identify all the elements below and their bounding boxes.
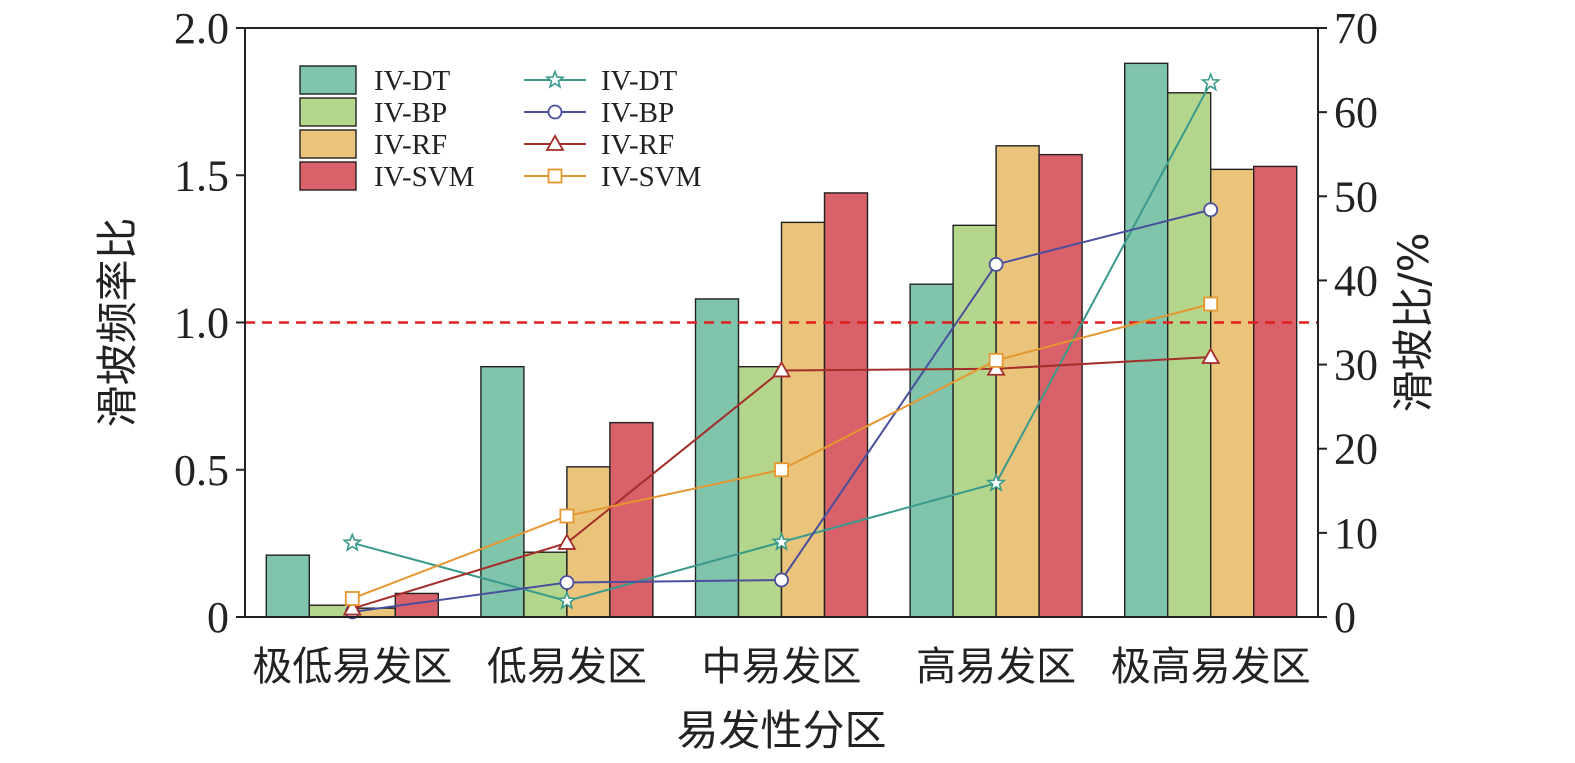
bar-iv-rf-3 bbox=[780, 221, 826, 618]
legend-label: IV-DT bbox=[374, 65, 451, 97]
bar-iv-svm-4 bbox=[1038, 153, 1083, 618]
bar-iv-dt-2 bbox=[480, 365, 525, 618]
legend-marker-iv-bp bbox=[547, 104, 563, 120]
bar-iv-svm-3 bbox=[823, 192, 869, 618]
point-iv-bp-3 bbox=[774, 572, 789, 588]
point-iv-bp-5 bbox=[1203, 202, 1219, 218]
point-iv-dt-1 bbox=[342, 532, 363, 552]
right-tick-label: 50 bbox=[1334, 172, 1378, 221]
legend-label: IV-RF bbox=[601, 129, 674, 161]
point-iv-svm-1 bbox=[344, 591, 360, 606]
right-tick-label: 0 bbox=[1334, 593, 1356, 642]
bar-iv-svm-5 bbox=[1252, 165, 1298, 618]
point-iv-dt-2 bbox=[556, 590, 578, 610]
left-tick-label: 0 bbox=[207, 593, 229, 642]
point-iv-svm-2 bbox=[559, 508, 575, 524]
legend-label: IV-BP bbox=[374, 97, 447, 129]
point-iv-bp-2 bbox=[559, 575, 575, 590]
point-iv-dt-4 bbox=[985, 472, 1007, 492]
point-iv-rf-4 bbox=[986, 358, 1006, 376]
legend-marker-iv-svm bbox=[547, 168, 563, 184]
category-label: 低易发区 bbox=[487, 644, 647, 690]
point-iv-bp-4 bbox=[988, 257, 1004, 272]
category-labels: 极低易发区 低易发区 中易发区 高易发区 极高易发区 bbox=[252, 644, 1310, 690]
point-iv-svm-4 bbox=[988, 352, 1004, 368]
left-tick-label: 0.5 bbox=[174, 446, 229, 495]
legend-marker-iv-dt bbox=[544, 69, 566, 89]
legend-swatch-iv-rf bbox=[299, 129, 357, 159]
bar-iv-dt-1 bbox=[265, 554, 310, 618]
bar-iv-rf-5 bbox=[1209, 168, 1255, 618]
point-iv-rf-1 bbox=[342, 598, 362, 616]
legend-label: IV-DT bbox=[601, 65, 678, 97]
point-iv-dt-3 bbox=[771, 531, 792, 551]
bars-layer bbox=[265, 62, 1298, 618]
left-tick-label: 1.5 bbox=[174, 151, 229, 200]
category-label: 极高易发区 bbox=[1111, 644, 1311, 690]
bar-iv-dt-4 bbox=[909, 283, 954, 618]
point-iv-rf-3 bbox=[771, 360, 792, 378]
legend-label: IV-SVM bbox=[601, 161, 701, 193]
right-tick-label: 20 bbox=[1334, 425, 1378, 474]
x-axis-title: 易发性分区 bbox=[676, 706, 886, 755]
legend-marker-iv-rf bbox=[545, 134, 565, 151]
point-iv-rf-2 bbox=[557, 533, 577, 550]
bar-iv-rf-4 bbox=[995, 145, 1040, 618]
legend-swatch-iv-bp bbox=[299, 97, 357, 127]
point-iv-svm-3 bbox=[774, 462, 789, 478]
bar-iv-svm-2 bbox=[609, 421, 654, 618]
right-tick-label: 70 bbox=[1334, 4, 1378, 53]
legend-swatch-iv-dt bbox=[299, 65, 357, 95]
right-tick-label: 10 bbox=[1334, 509, 1378, 558]
point-iv-rf-5 bbox=[1201, 347, 1221, 364]
left-tick-label: 1.0 bbox=[174, 299, 229, 348]
legend-label: IV-RF bbox=[374, 129, 447, 161]
bar-iv-bp-4 bbox=[952, 224, 997, 618]
right-tick-label: 30 bbox=[1334, 341, 1378, 390]
legend: IV-DTIV-BPIV-RFIV-SVMIV-DTIV-BPIV-RFIV-S… bbox=[299, 65, 701, 193]
right-y-axis-title: 滑坡比/% bbox=[1389, 232, 1438, 412]
left-tick-label: 2.0 bbox=[174, 4, 229, 53]
lines-layer bbox=[342, 71, 1221, 620]
ticks-layer: 0 0.5 1.0 1.5 2.0 0 10 20 30 40 50 60 70 bbox=[174, 4, 1378, 642]
right-tick-label: 40 bbox=[1334, 256, 1378, 305]
bar-iv-dt-5 bbox=[1123, 62, 1169, 618]
category-label: 中易发区 bbox=[702, 644, 862, 690]
legend-label: IV-SVM bbox=[374, 161, 474, 193]
bar-iv-bp-5 bbox=[1166, 92, 1212, 618]
bar-iv-dt-3 bbox=[694, 298, 740, 618]
legend-swatch-iv-svm bbox=[299, 161, 357, 191]
right-tick-label: 60 bbox=[1334, 88, 1378, 137]
bar-iv-bp-3 bbox=[737, 365, 783, 618]
point-iv-dt-5 bbox=[1200, 71, 1221, 92]
legend-label: IV-BP bbox=[601, 97, 674, 129]
category-label: 极低易发区 bbox=[252, 644, 452, 690]
category-label: 高易发区 bbox=[916, 644, 1076, 690]
point-iv-svm-5 bbox=[1203, 296, 1219, 312]
left-y-axis-title: 滑坡频率比 bbox=[93, 217, 142, 427]
